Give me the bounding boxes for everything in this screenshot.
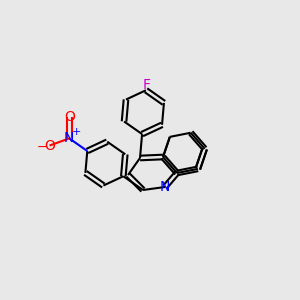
Text: F: F [142, 78, 150, 92]
Text: N: N [160, 180, 170, 194]
Text: −: − [36, 141, 47, 154]
Text: +: + [72, 128, 81, 137]
Text: O: O [64, 110, 75, 124]
Text: O: O [44, 139, 55, 153]
Text: N: N [64, 131, 74, 146]
